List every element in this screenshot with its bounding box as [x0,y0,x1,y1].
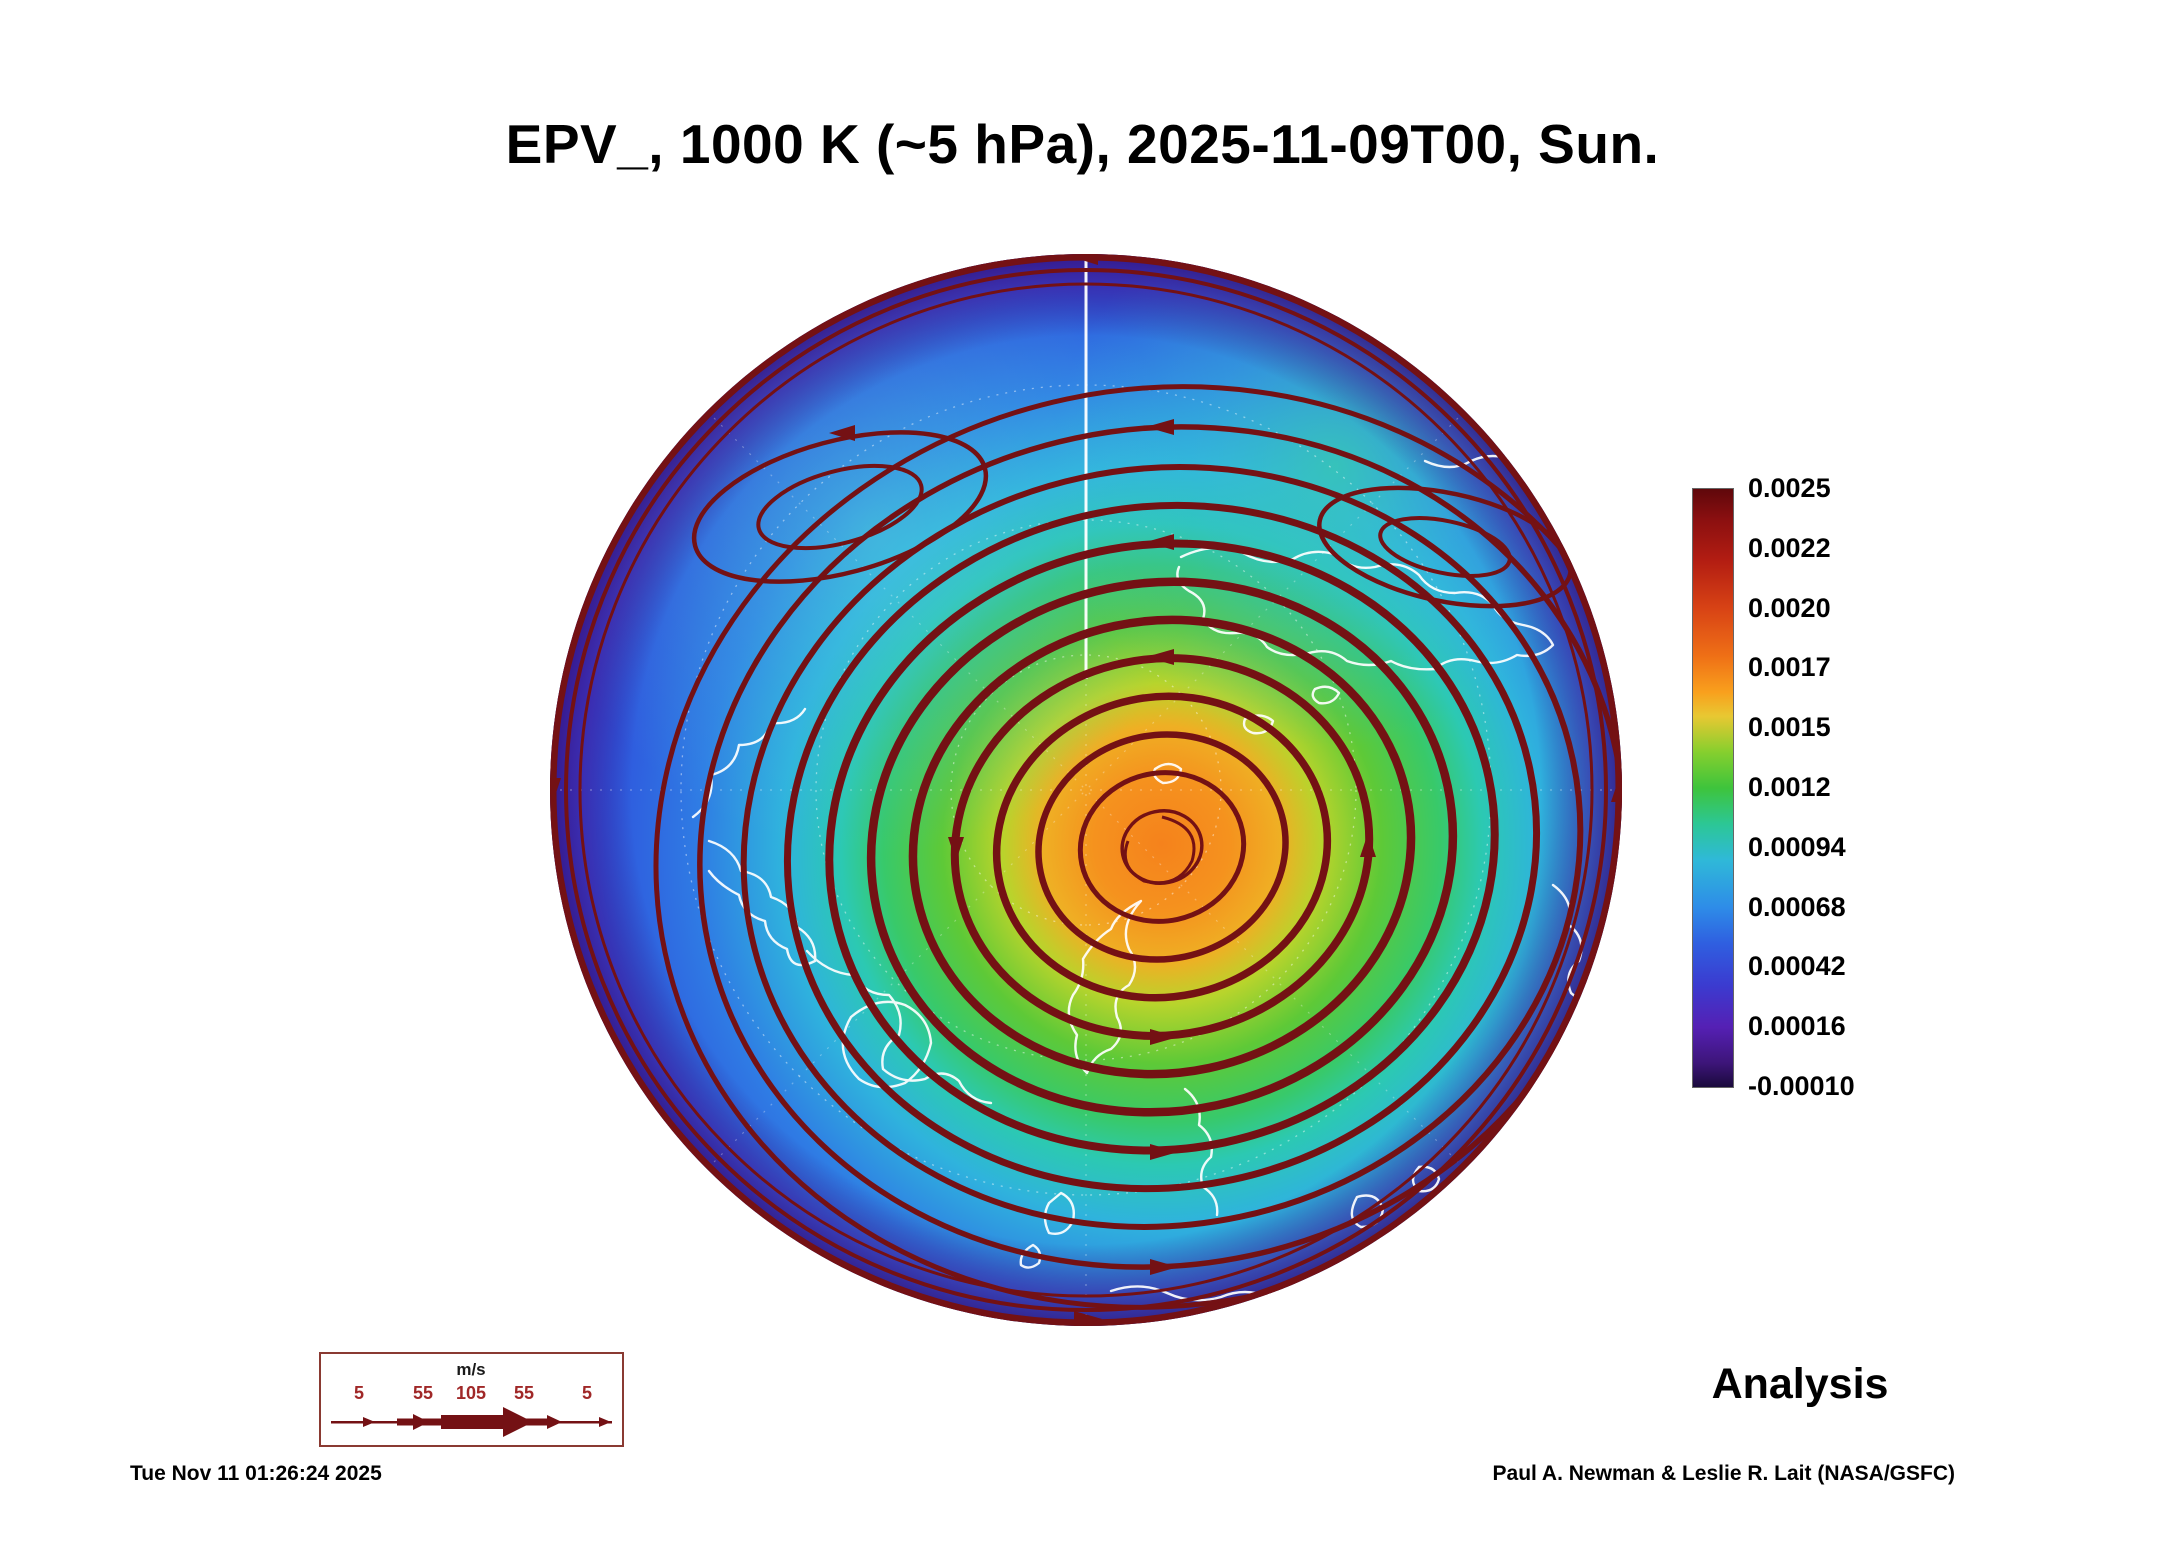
wind-value-label: 55 [514,1383,534,1403]
wind-value-label: 5 [582,1383,592,1403]
colorbar-tick-label: 0.00016 [1748,1011,1846,1042]
polar-map-svg [550,254,1622,1326]
streamline-arrowheads [550,254,1622,1326]
colorbar: 0.0025 0.0022 0.0020 0.0017 0.0015 0.001… [1748,475,1855,1100]
timestamp: Tue Nov 11 01:26:24 2025 [130,1462,382,1485]
colorbar-tick-label: -0.00010 [1748,1070,1855,1101]
streamlines [550,254,1622,1326]
wind-unit-label: m/s [456,1360,485,1379]
colorbar-tick-label: 0.0020 [1748,592,1831,623]
credit: Paul A. Newman & Leslie R. Lait (NASA/GS… [1492,1462,1955,1485]
wind-legend-svg: m/s 5 55 105 55 5 [331,1360,612,1437]
wind-speed-legend: m/s 5 55 105 55 5 [319,1352,624,1447]
colorbar-tick-label: 0.00042 [1748,951,1846,982]
wind-value-label: 105 [456,1383,486,1403]
colorbar-tick-label: 0.0015 [1748,712,1831,743]
colorbar-tick-label: 0.0022 [1748,532,1831,563]
colorbar-tick-label: 0.0012 [1748,771,1831,802]
wind-value-label: 5 [354,1383,364,1403]
analysis-label: Analysis [1711,1360,1889,1408]
wind-value-label: 55 [413,1383,433,1403]
wind-arrow-glyph [331,1407,612,1437]
colorbar-gradient [1692,488,1734,1088]
colorbar-tick-label: 0.0025 [1748,473,1831,503]
polar-epv-map [545,249,1627,1331]
figure-title: EPV_, 1000 K (~5 hPa), 2025-11-09T00, Su… [505,113,1660,175]
colorbar-tick-label: 0.0017 [1748,652,1831,683]
colorbar-tick-label: 0.00094 [1748,831,1846,862]
colorbar-tick-label: 0.00068 [1748,891,1846,922]
